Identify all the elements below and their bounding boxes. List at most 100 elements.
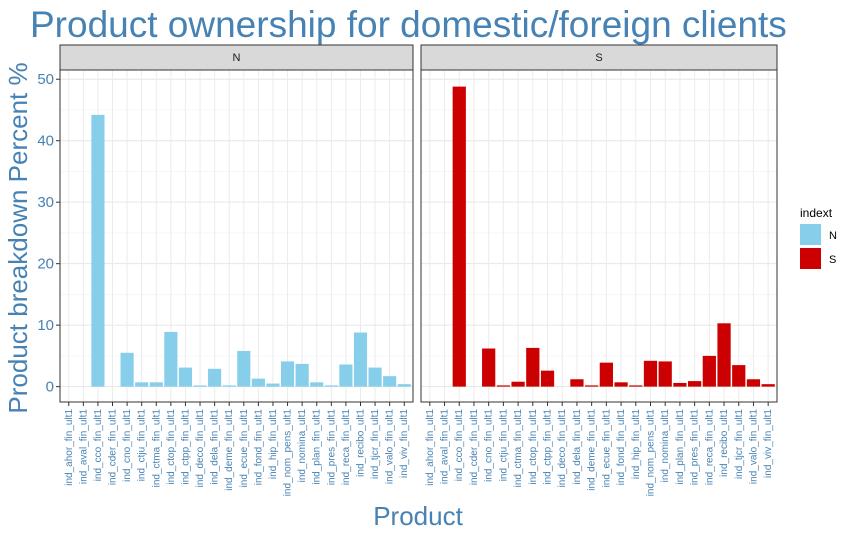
x-tick-label: ind_ecue_fin_ult1 — [601, 409, 612, 488]
bar-s-ind-nom-pens-ult1 — [643, 360, 658, 387]
y-tick-label: 0 — [46, 379, 54, 396]
x-tick-label: ind_ahor_fin_ult1 — [64, 409, 75, 486]
x-tick-labels-s: ind_ahor_fin_ult1 ind_aval_fin_ult1 ind_cc… — [425, 402, 774, 496]
bar-s-ind-ctma-fin-ult1 — [511, 381, 525, 387]
facet-panel-s: S ind_ahor_fin_ult1 ind_aval_fin_ult1 ind_… — [420, 44, 778, 496]
bar-n-ind-dela-fin-ult1 — [208, 368, 222, 387]
x-tick-label: ind_viv_fin_ult1 — [763, 409, 774, 478]
x-tick-label: ind_cco_fin_ult1 — [93, 409, 104, 482]
x-tick-label: ind_reca_fin_ult1 — [341, 409, 352, 486]
x-tick-label: ind_plan_fin_ult1 — [675, 409, 686, 485]
bar-n-ind-nomina-ult1 — [295, 363, 309, 387]
bar-s-ind-viv-fin-ult1 — [761, 384, 775, 387]
bar-s-ind-fond-fin-ult1 — [614, 382, 628, 387]
grid-s — [421, 70, 777, 402]
bar-s-ind-ctpp-fin-ult1 — [540, 370, 555, 387]
bar-n-ind-nom-pens-ult1 — [280, 361, 295, 387]
x-tick-label: ind_deco_fin_ult1 — [557, 409, 568, 488]
bar-s-ind-pres-fin-ult1 — [688, 381, 702, 387]
legend-swatch-s — [800, 248, 821, 269]
y-tick-label: 10 — [37, 317, 54, 334]
bar-n-ind-ctop-fin-ult1 — [164, 331, 178, 387]
bar-s-ind-ctop-fin-ult1 — [526, 347, 540, 387]
x-tick-label: ind_recibo_ult1 — [355, 409, 366, 477]
bar-n-ind-valo-fin-ult1 — [383, 376, 397, 387]
x-tick-label: ind_dela_fin_ult1 — [572, 409, 583, 485]
bar-s-ind-valo-fin-ult1 — [746, 379, 761, 387]
panel-border-n — [59, 69, 414, 403]
x-tick-label: ind_ahor_fin_ult1 — [425, 409, 436, 486]
y-axis-ticks: 0 10 20 30 40 50 — [37, 71, 60, 396]
x-tick-label: ind_viv_fin_ult1 — [399, 409, 410, 478]
bar-n-ind-ecue-fin-ult1 — [237, 350, 251, 387]
facet-panel-n: N ind_ahor_fin_ult1 ind_aval_fin_ult1 ind_… — [59, 44, 414, 496]
bar-s-ind-cco-fin-ult1 — [452, 86, 466, 387]
bar-n-ind-ctju-fin-ult1 — [135, 382, 149, 387]
x-tick-label: ind_fond_fin_ult1 — [616, 409, 627, 486]
x-tick-label: ind_cno_fin_ult1 — [122, 409, 133, 482]
x-tick-label: ind_deme_fin_ult1 — [224, 409, 235, 491]
bar-n-ind-viv-fin-ult1 — [397, 384, 411, 387]
x-tick-label: ind_ctju_fin_ult1 — [498, 409, 509, 482]
legend: indext N S — [800, 206, 837, 269]
x-tick-label: ind_cder_fin_ult1 — [108, 409, 119, 486]
bar-s-ind-hip-fin-ult1 — [629, 385, 643, 387]
bar-n-ind-hip-fin-ult1 — [266, 383, 280, 387]
x-tick-label: ind_aval_fin_ult1 — [78, 409, 89, 484]
x-tick-label: ind_ctop_fin_ult1 — [528, 409, 539, 485]
x-tick-label: ind_recibo_ult1 — [719, 409, 730, 477]
x-tick-label: ind_pres_fin_ult1 — [690, 409, 701, 486]
x-tick-label: ind_nom_pens_ult1 — [283, 409, 294, 497]
x-tick-label: ind_pres_fin_ult1 — [326, 409, 337, 486]
x-tick-label: ind_deco_fin_ult1 — [195, 409, 206, 488]
x-tick-label: ind_hip_fin_ult1 — [631, 409, 642, 479]
strip-label-n: N — [233, 52, 241, 64]
x-tick-label: ind_cco_fin_ult1 — [454, 409, 465, 482]
x-tick-label: ind_ctma_fin_ult1 — [151, 409, 162, 488]
legend-title: indext — [800, 206, 833, 220]
x-tick-label: ind_aval_fin_ult1 — [440, 409, 451, 484]
x-tick-label: ind_valo_fin_ult1 — [385, 409, 396, 484]
x-tick-label: ind_dela_fin_ult1 — [210, 409, 221, 485]
y-axis-title: Product breakdown Percent % — [3, 62, 33, 413]
x-tick-label: ind_deme_fin_ult1 — [587, 409, 598, 491]
bar-n-ind-ctpp-fin-ult1 — [178, 367, 193, 387]
legend-label-n: N — [829, 230, 837, 242]
x-tick-label: ind_nomina_ult1 — [297, 409, 308, 483]
strip-background-n — [59, 44, 414, 71]
bar-n-ind-deco-fin-ult1 — [193, 385, 207, 387]
bar-n-ind-fond-fin-ult1 — [251, 378, 265, 387]
legend-swatch-n — [800, 224, 821, 245]
grid-n — [60, 70, 413, 402]
panel-border-s — [420, 69, 778, 403]
bar-n-ind-ctma-fin-ult1 — [149, 382, 163, 387]
x-tick-label: ind_reca_fin_ult1 — [704, 409, 715, 486]
x-tick-label: ind_nom_pens_ult1 — [645, 409, 656, 497]
y-tick-label: 20 — [37, 256, 54, 273]
x-tick-label: ind_cder_fin_ult1 — [469, 409, 480, 486]
x-tick-label: ind_cno_fin_ult1 — [484, 409, 495, 482]
chart-title: Product ownership for domestic/foreign c… — [30, 4, 787, 45]
x-tick-label: ind_ecue_fin_ult1 — [239, 409, 250, 488]
bar-n-ind-reca-fin-ult1 — [339, 364, 353, 387]
x-tick-label: ind_tjcr_fin_ult1 — [370, 409, 381, 479]
bars-s — [452, 86, 775, 387]
legend-label-s: S — [829, 254, 836, 266]
x-tick-label: ind_valo_fin_ult1 — [748, 409, 759, 484]
bar-n-ind-pres-fin-ult1 — [324, 385, 338, 387]
bar-s-ind-ecue-fin-ult1 — [599, 362, 613, 387]
y-tick-label: 40 — [37, 133, 54, 150]
bar-s-ind-tjcr-fin-ult1 — [732, 365, 746, 387]
y-tick-label: 50 — [37, 71, 54, 88]
bar-n-ind-deme-fin-ult1 — [222, 385, 236, 387]
bar-n-ind-tjcr-fin-ult1 — [368, 367, 382, 387]
bar-s-ind-deme-fin-ult1 — [585, 385, 599, 387]
bar-n-ind-plan-fin-ult1 — [310, 382, 324, 387]
x-tick-labels-n: ind_ahor_fin_ult1 ind_aval_fin_ult1 ind_cc… — [64, 402, 410, 496]
bar-n-ind-cco-fin-ult1 — [91, 114, 105, 387]
x-tick-label: ind_ctju_fin_ult1 — [137, 409, 148, 482]
strip-label-s: S — [595, 52, 602, 64]
bar-s-ind-plan-fin-ult1 — [673, 382, 687, 387]
x-tick-label: ind_ctma_fin_ult1 — [513, 409, 524, 488]
bar-s-ind-recibo-ult1 — [717, 323, 731, 387]
